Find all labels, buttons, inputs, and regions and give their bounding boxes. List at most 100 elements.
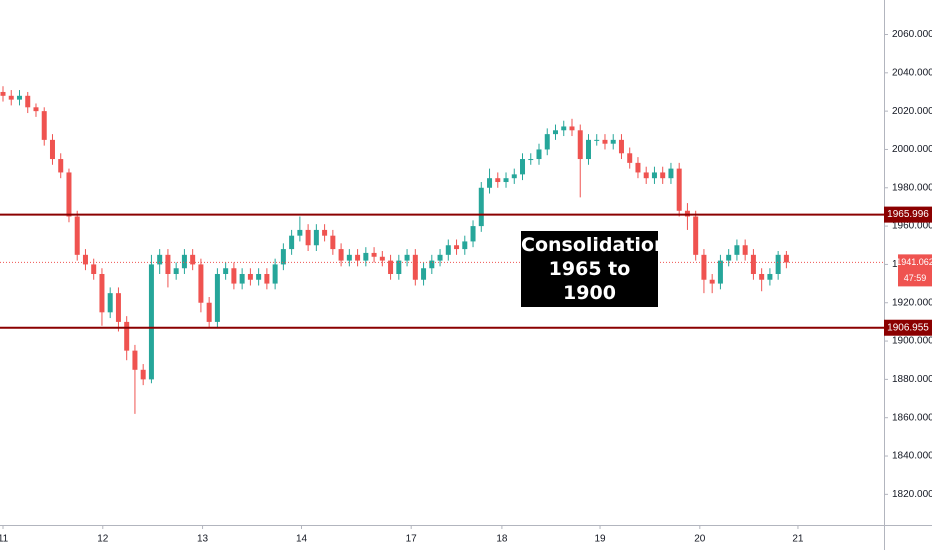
x-tick-label: 19 <box>594 534 606 545</box>
candle-body <box>668 168 674 179</box>
y-tick-label: 1820.000 <box>892 489 932 500</box>
level-label: 1965.996 <box>887 209 929 220</box>
candle-body <box>247 273 253 280</box>
candle-body <box>157 254 163 265</box>
candle-body <box>322 229 328 236</box>
candle-body <box>561 126 567 131</box>
candle-body <box>709 279 715 284</box>
level-label: 1906.955 <box>887 322 929 333</box>
y-tick-label: 1880.000 <box>892 374 932 385</box>
candle-body <box>264 273 270 284</box>
candle-body <box>445 245 451 255</box>
candle-body <box>124 321 130 351</box>
candle-body <box>58 159 64 173</box>
candle-body <box>66 172 72 217</box>
x-tick-label: 13 <box>197 534 209 545</box>
x-tick-label: 17 <box>406 534 418 545</box>
candle-body <box>33 107 39 112</box>
candle-body <box>82 254 88 265</box>
candle-body <box>594 139 600 141</box>
x-tick-label: 11 <box>0 534 9 545</box>
candle-body <box>775 254 781 274</box>
candle-body <box>651 172 657 179</box>
y-tick-label: 1900.000 <box>892 336 932 347</box>
candle-body <box>627 153 633 163</box>
candle-body <box>198 264 204 303</box>
candle-body <box>421 268 427 280</box>
level-label-bg <box>884 206 932 223</box>
annotation: Consolidation 1965 to 1900 <box>521 231 668 307</box>
candle-body <box>528 159 534 161</box>
candle-body <box>190 254 196 265</box>
candle-body <box>379 256 385 261</box>
candle-body <box>388 260 394 274</box>
candle-body <box>585 139 591 160</box>
annotation-line: Consolidation <box>521 234 668 256</box>
x-tick-label: 18 <box>496 534 508 545</box>
candle-body <box>371 252 377 257</box>
x-tick-label: 20 <box>694 534 706 545</box>
price-label-bg <box>898 254 932 287</box>
candle-body <box>49 139 55 160</box>
candle-body <box>330 235 336 250</box>
candle-body <box>717 260 723 284</box>
candle-body <box>742 245 748 255</box>
y-tick-label: 2000.000 <box>892 144 932 155</box>
candle-body <box>223 268 229 274</box>
candle-body <box>734 245 740 255</box>
y-tick-label: 2060.000 <box>892 29 932 40</box>
y-tick-label: 2020.000 <box>892 106 932 117</box>
candle-body <box>437 254 443 261</box>
candle-body <box>635 162 641 173</box>
candle-body <box>602 139 608 144</box>
candle-body <box>280 249 286 265</box>
candle-body <box>256 273 262 280</box>
y-tick-label: 1920.000 <box>892 297 932 308</box>
candle-body <box>660 172 666 179</box>
candle-body <box>726 254 732 261</box>
candle-body <box>495 178 501 183</box>
candle-body <box>140 369 146 380</box>
candle-body <box>520 159 526 175</box>
candle-body <box>750 254 756 274</box>
current-price-label: 1941.062 <box>896 257 932 267</box>
level-label-bg <box>884 319 932 336</box>
candle-body <box>107 293 113 313</box>
x-tick-label: 12 <box>97 534 109 545</box>
candle-body <box>41 111 47 140</box>
annotation-line: 1965 to 1900 <box>548 258 631 304</box>
candle-body <box>487 178 493 188</box>
candle-body <box>429 260 435 269</box>
candle-body <box>132 350 138 370</box>
candle-body <box>173 268 179 274</box>
x-tick-label: 21 <box>792 534 804 545</box>
candle-body <box>346 254 352 261</box>
y-tick-label: 1960.000 <box>892 221 932 232</box>
candle-body <box>767 273 773 280</box>
candle-body <box>289 235 295 250</box>
y-tick-label: 2040.000 <box>892 67 932 78</box>
candle-body <box>297 229 303 236</box>
candle-body <box>643 172 649 179</box>
candle-body <box>536 149 542 160</box>
candle-body <box>363 252 369 261</box>
candle-body <box>577 130 583 160</box>
candle-body <box>783 254 789 263</box>
candle-body <box>454 245 460 250</box>
y-tick-label: 1980.000 <box>892 182 932 193</box>
candle-body <box>181 254 187 269</box>
candle-body <box>115 293 121 322</box>
candle-body <box>8 95 14 100</box>
candle-body <box>338 249 344 261</box>
candle-body <box>618 139 624 154</box>
candle-body <box>404 254 410 261</box>
candle-body <box>99 273 105 313</box>
candle-body <box>470 226 476 242</box>
y-tick-label: 1840.000 <box>892 451 932 462</box>
candle-body <box>693 216 699 255</box>
candle-body <box>305 229 311 246</box>
candle-body <box>239 273 245 284</box>
candle-body <box>16 95 22 100</box>
candle-body <box>165 254 171 274</box>
